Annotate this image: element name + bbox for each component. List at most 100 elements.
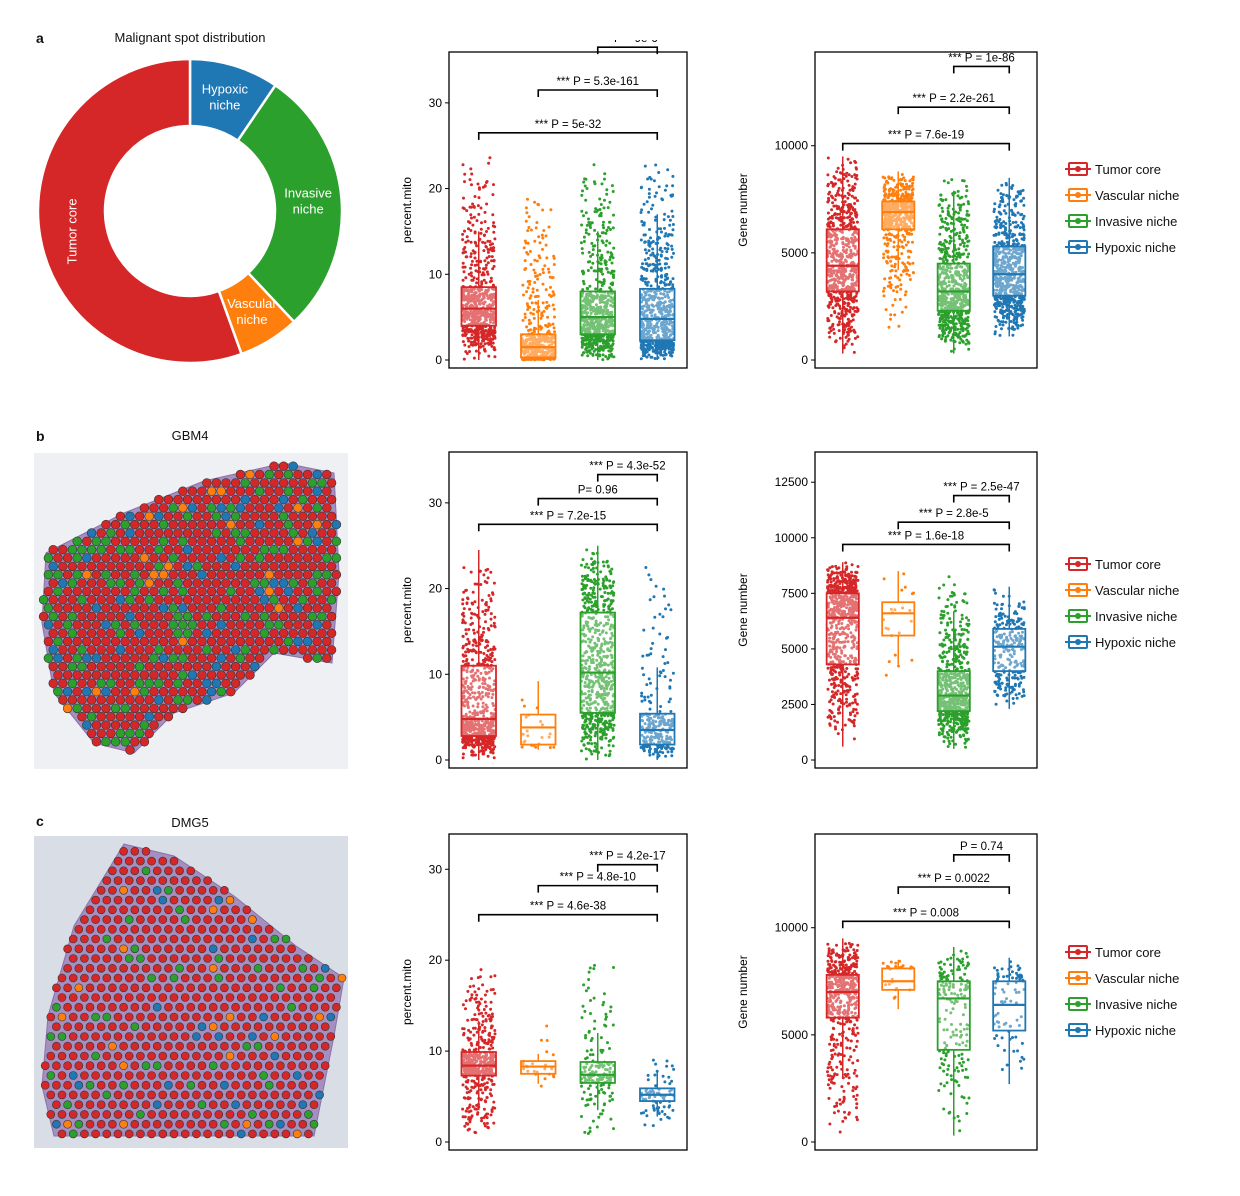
- data-point: [846, 333, 850, 337]
- data-point: [531, 287, 535, 291]
- data-point: [461, 278, 465, 282]
- data-point: [585, 302, 589, 306]
- data-point: [522, 246, 526, 250]
- data-point: [644, 292, 648, 295]
- data-point: [844, 225, 848, 228]
- data-point: [1016, 303, 1020, 307]
- data-point: [470, 216, 473, 220]
- y-tick-label: 5000: [781, 246, 808, 260]
- data-point: [528, 321, 532, 325]
- data-point: [653, 357, 657, 360]
- data-point: [592, 334, 596, 338]
- data-point: [847, 337, 851, 341]
- data-point: [465, 352, 469, 355]
- data-point: [552, 293, 556, 297]
- data-point: [847, 302, 851, 306]
- data-point: [855, 167, 858, 171]
- data-point: [668, 299, 672, 303]
- data-point: [474, 343, 478, 347]
- data-point: [590, 241, 594, 245]
- data-point: [581, 279, 585, 283]
- data-point: [643, 258, 647, 262]
- data-point: [663, 295, 667, 299]
- data-point: [994, 232, 998, 236]
- data-point: [639, 211, 643, 214]
- data-point: [610, 261, 614, 265]
- data-point: [645, 355, 649, 359]
- data-point: [828, 301, 832, 304]
- data-point: [941, 210, 945, 213]
- data-point: [946, 323, 950, 327]
- data-point: [463, 180, 466, 184]
- data-point: [482, 329, 486, 333]
- data-point: [834, 339, 838, 343]
- data-point: [600, 239, 604, 243]
- data-point: [594, 303, 598, 307]
- data-point: [587, 338, 590, 342]
- box-group-hypoxic-niche: [992, 177, 1027, 337]
- data-point: [526, 241, 530, 245]
- data-point: [1001, 198, 1004, 201]
- data-point: [599, 287, 603, 291]
- data-point: [579, 241, 583, 245]
- data-point: [652, 327, 656, 331]
- data-point: [525, 347, 528, 351]
- data-point: [946, 181, 950, 185]
- data-point: [846, 157, 850, 161]
- data-point: [886, 250, 890, 254]
- data-point: [476, 287, 480, 291]
- data-point: [885, 261, 889, 265]
- data-point: [489, 246, 493, 250]
- data-point: [485, 230, 488, 233]
- data-point: [598, 197, 602, 201]
- data-point: [659, 254, 663, 258]
- data-point: [833, 198, 837, 202]
- data-point: [653, 194, 657, 198]
- data-point: [665, 257, 669, 261]
- data-point: [992, 207, 996, 211]
- data-point: [889, 269, 893, 273]
- data-point: [826, 317, 830, 320]
- data-point: [609, 323, 613, 327]
- data-point: [582, 235, 586, 239]
- data-point: [647, 289, 651, 293]
- data-point: [583, 305, 587, 308]
- data-point: [910, 188, 914, 192]
- data-point: [591, 321, 595, 325]
- data-point: [523, 259, 527, 263]
- data-point: [584, 177, 588, 181]
- data-point: [850, 217, 854, 221]
- data-point: [837, 329, 841, 333]
- data-point: [648, 345, 652, 349]
- data-point: [1004, 211, 1008, 215]
- data-point: [472, 215, 476, 219]
- data-point: [484, 316, 488, 320]
- data-point: [993, 202, 997, 206]
- data-point: [835, 170, 839, 174]
- data-point: [648, 329, 651, 333]
- data-point: [587, 250, 591, 254]
- data-point: [533, 330, 536, 334]
- data-point: [489, 337, 492, 341]
- data-point: [603, 346, 607, 350]
- data-point: [653, 313, 657, 317]
- y-tick-label: 10: [429, 667, 443, 681]
- data-point: [836, 189, 840, 193]
- data-point: [639, 238, 643, 242]
- data-point: [483, 233, 486, 237]
- data-point: [656, 307, 660, 311]
- data-point: [897, 324, 901, 328]
- data-point: [964, 194, 968, 198]
- data-point: [849, 212, 853, 216]
- data-point: [463, 311, 466, 315]
- data-point: [659, 324, 663, 328]
- data-point: [663, 314, 667, 318]
- data-point: [592, 306, 596, 309]
- data-point: [465, 302, 469, 306]
- data-point: [523, 312, 527, 316]
- data-point: [524, 206, 528, 210]
- data-point: [647, 195, 651, 199]
- data-point: [526, 229, 530, 233]
- data-point: [648, 263, 652, 267]
- data-point: [602, 282, 606, 285]
